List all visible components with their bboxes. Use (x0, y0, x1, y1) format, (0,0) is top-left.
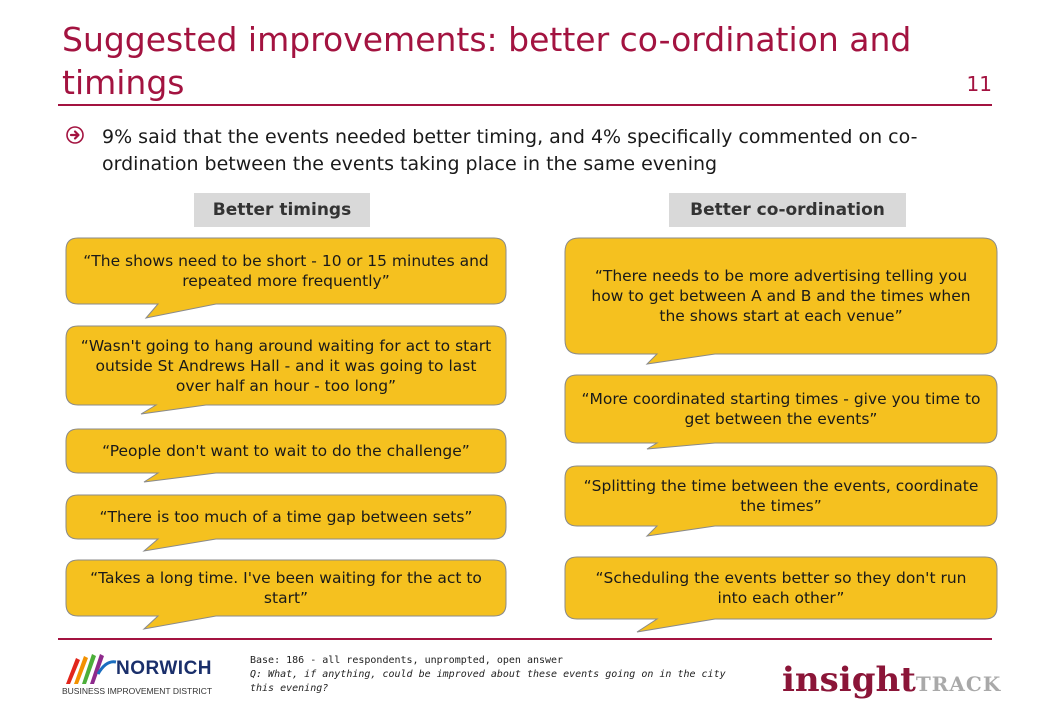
speech-bubble-shape (65, 325, 507, 415)
quote-bubble: “Wasn't going to hang around waiting for… (65, 325, 507, 415)
insighttrack-logo: insightTRACK (782, 660, 1002, 700)
quote-bubble: “There needs to be more advertising tell… (564, 237, 998, 365)
insight-logo-sub: TRACK (915, 672, 1002, 696)
quote-text: “More coordinated starting times - give … (581, 390, 981, 428)
quote-bubble: “The shows need to be short - 10 or 15 m… (65, 237, 507, 319)
speech-bubble-shape (65, 494, 507, 552)
quote-text: “There needs to be more advertising tell… (591, 267, 971, 325)
better-coordination-header: Better co-ordination (669, 193, 906, 227)
quote-text: “There is too much of a time gap between… (99, 508, 473, 526)
quote-bubble: “Scheduling the events better so they do… (564, 556, 998, 633)
norwich-swoosh-icon (66, 654, 117, 684)
quote-bubble: “Takes a long time. I've been waiting fo… (65, 559, 507, 630)
base-note: Base: 186 - all respondents, unprompted,… (250, 655, 564, 666)
footer-note: Base: 186 - all respondents, unprompted,… (250, 654, 750, 696)
quote-bubble: “There is too much of a time gap between… (65, 494, 507, 552)
quote-text: “Wasn't going to hang around waiting for… (80, 336, 492, 395)
title-divider (58, 104, 992, 106)
norwich-logo-name: NORWICH (116, 658, 213, 679)
quote-text: “The shows need to be short - 10 or 15 m… (83, 252, 489, 290)
speech-bubble-shape (65, 559, 507, 630)
speech-bubble-shape (564, 374, 998, 450)
speech-bubble-shape (564, 556, 998, 633)
quote-bubble: “Splitting the time between the events, … (564, 465, 998, 537)
page-title: Suggested improvements: better co-ordina… (62, 20, 912, 102)
quote-text: “Scheduling the events better so they do… (595, 569, 967, 607)
speech-bubble-shape (65, 428, 507, 483)
speech-bubble-shape (65, 237, 507, 319)
quote-bubble: “People don't want to wait to do the cha… (65, 428, 507, 483)
quote-text: “People don't want to wait to do the cha… (102, 442, 470, 460)
footer-divider (58, 638, 992, 640)
summary-text: 9% said that the events needed better ti… (102, 126, 918, 175)
insight-logo-main: insight (782, 660, 916, 700)
quote-bubble: “More coordinated starting times - give … (564, 374, 998, 450)
norwich-bid-logo: NORWICH BUSINESS IMPROVEMENT DISTRICT (60, 650, 220, 704)
quote-text: “Splitting the time between the events, … (583, 477, 979, 515)
quote-text: “Takes a long time. I've been waiting fo… (90, 569, 482, 607)
better-timings-header: Better timings (194, 193, 370, 227)
speech-bubble-shape (564, 465, 998, 537)
norwich-logo-subtitle: BUSINESS IMPROVEMENT DISTRICT (62, 686, 213, 696)
speech-bubble-shape (564, 237, 998, 365)
page-number: 11 (966, 72, 992, 96)
arrow-bullet-icon (66, 125, 88, 147)
question-note: Q: What, if anything, could be improved … (250, 669, 726, 694)
